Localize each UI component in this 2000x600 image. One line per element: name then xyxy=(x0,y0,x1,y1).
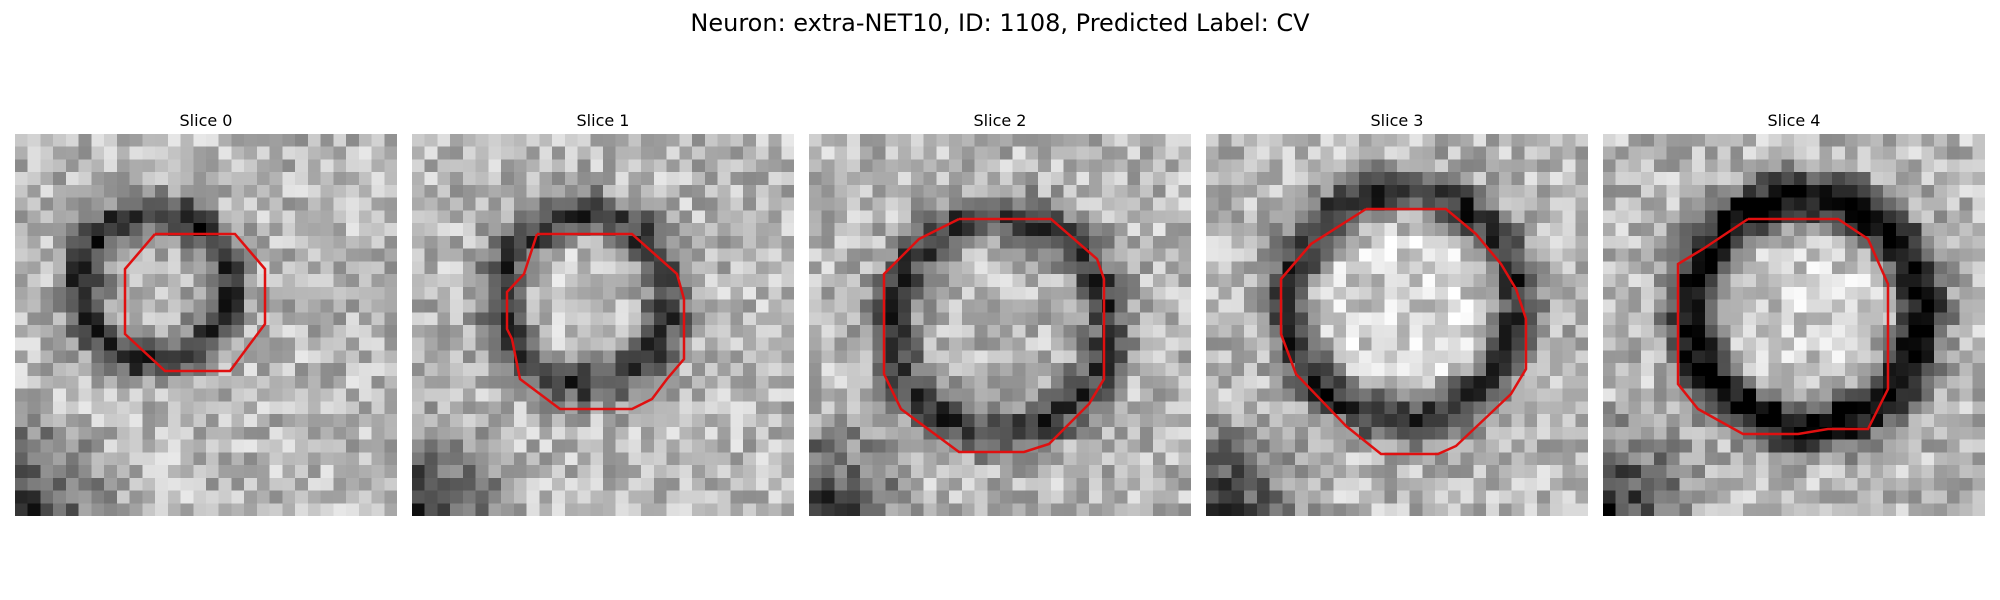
slice-title-4: Slice 4 xyxy=(1767,111,1821,130)
slice-image-container-4 xyxy=(1603,134,1985,516)
slice-image-container-1 xyxy=(412,134,794,516)
slice-image-container-0 xyxy=(15,134,397,516)
slice-panel-1: Slice 1 xyxy=(412,110,794,516)
outline-path-3 xyxy=(1279,207,1528,456)
segmentation-outline-4 xyxy=(1676,217,1890,436)
segmentation-outline-2 xyxy=(882,217,1106,454)
slice-1-image xyxy=(412,134,794,516)
slice-panel-4: Slice 4 xyxy=(1603,110,1985,516)
slice-title-1: Slice 1 xyxy=(576,111,630,130)
segmentation-outline-1 xyxy=(505,232,686,411)
slice-panel-2: Slice 2 xyxy=(809,110,1191,516)
outline-path-2 xyxy=(882,217,1106,454)
slice-panel-0: Slice 0 xyxy=(15,110,397,516)
slice-4-image xyxy=(1603,134,1985,516)
slice-image-container-2 xyxy=(809,134,1191,516)
slice-image-container-3 xyxy=(1206,134,1588,516)
slice-panel-3: Slice 3 xyxy=(1206,110,1588,516)
slice-title-3: Slice 3 xyxy=(1370,111,1424,130)
figure-title: Neuron: extra-NET10, ID: 1108, Predicted… xyxy=(690,9,1310,37)
slice-title-2: Slice 2 xyxy=(973,111,1027,130)
outline-path-0 xyxy=(123,232,267,373)
slice-title-0: Slice 0 xyxy=(179,111,233,130)
segmentation-outline-3 xyxy=(1279,207,1528,456)
slice-0-image xyxy=(15,134,397,516)
slice-3-image xyxy=(1206,134,1588,516)
outline-path-1 xyxy=(505,232,686,411)
segmentation-outline-0 xyxy=(123,232,267,373)
outline-path-4 xyxy=(1676,217,1890,436)
